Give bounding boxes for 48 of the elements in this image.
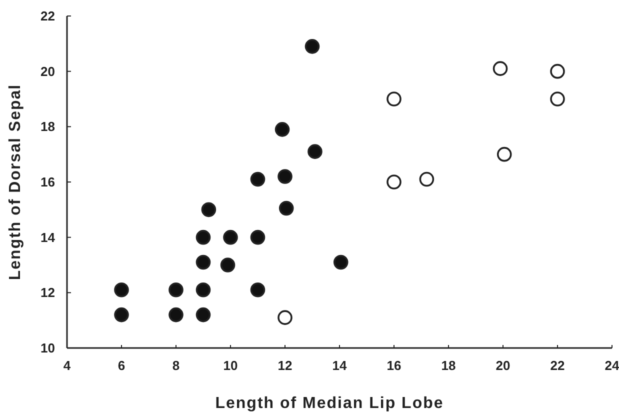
x-axis-title: Length of Median Lip Lobe [215,395,444,412]
y-axis-title: Length of Dorsal Sepal [7,84,24,280]
x-tick-label: 8 [172,358,180,373]
point [220,258,236,272]
x-tick-label: 6 [118,358,126,373]
point [278,169,292,184]
y-tick-label: 14 [40,230,56,245]
point [114,307,129,322]
point [196,230,211,245]
point [196,282,211,298]
y-tick-label: 10 [40,340,55,356]
point [308,144,322,159]
point [333,254,348,270]
point [250,172,266,187]
point [550,92,565,106]
x-tick-label: 4 [63,358,72,373]
point [274,122,290,137]
x-tick-label: 14 [332,358,348,373]
point [201,202,216,218]
point [492,61,508,76]
x-tick-label: 12 [278,358,292,373]
point [114,282,129,298]
y-tick-label: 16 [40,174,55,190]
point [419,172,434,187]
x-tick-label: 16 [386,358,402,373]
y-tick-label: 22 [40,8,55,24]
point [168,307,184,322]
y-tick-label: 20 [40,64,55,79]
point [386,92,402,106]
point [496,146,512,162]
x-tick-label: 10 [223,358,238,373]
point [168,282,184,298]
point [304,39,320,54]
point [250,282,266,298]
point [386,174,402,190]
point [550,64,565,79]
x-tick-label: 18 [441,358,456,373]
point [278,200,294,216]
y-tick-label: 12 [40,285,55,300]
y-tick-label: 18 [40,119,55,134]
point [223,230,238,245]
point [278,310,292,325]
point [196,254,211,270]
x-tick-label: 24 [604,358,619,373]
x-tick-label: 20 [496,358,510,373]
point [196,307,211,322]
point [250,230,266,245]
x-tick-label: 22 [550,358,565,373]
